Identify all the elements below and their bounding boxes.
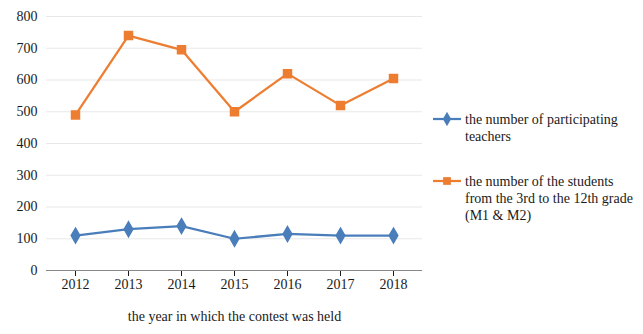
svg-text:2016: 2016 [274, 277, 302, 292]
svg-text:0: 0 [31, 263, 38, 278]
svg-text:2012: 2012 [62, 277, 90, 292]
svg-text:700: 700 [17, 41, 38, 56]
svg-text:600: 600 [17, 72, 38, 87]
svg-text:the year in which the contest: the year in which the contest was held [128, 309, 341, 324]
svg-text:2015: 2015 [221, 277, 249, 292]
html-text:the number of participating te: the number of participating teachers [465, 111, 618, 144]
svg-text:2013: 2013 [115, 277, 143, 292]
svg-text:400: 400 [17, 136, 38, 151]
svg-text:800: 800 [17, 9, 38, 24]
html-text:the number of the students fro: the number of the students from the 3rd … [465, 173, 633, 223]
svg-text:2017: 2017 [327, 277, 355, 292]
svg-text:200: 200 [17, 199, 38, 214]
svg-text:500: 500 [17, 104, 38, 119]
svg-text:2018: 2018 [380, 277, 408, 292]
svg-text:100: 100 [17, 231, 38, 246]
svg-text:300: 300 [17, 168, 38, 183]
svg-text:2014: 2014 [168, 277, 196, 292]
